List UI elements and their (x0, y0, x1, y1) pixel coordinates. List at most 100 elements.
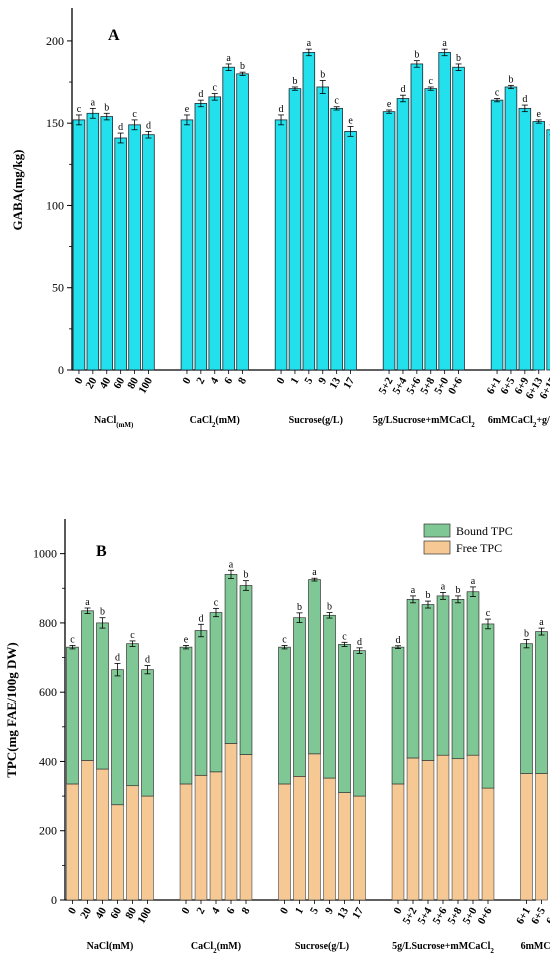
significance-letter: b (456, 585, 461, 596)
significance-letter: a (441, 581, 446, 592)
group-label-main: NaCl(mM) (87, 941, 134, 952)
free-tpc-bar (535, 773, 548, 901)
group-label-main: CaCl (191, 941, 213, 952)
x-tick-label: 9 (316, 375, 329, 386)
bound-tpc-bar (391, 646, 405, 785)
significance-letter: c (214, 597, 219, 608)
group-label-unit: +g/LSucrose (536, 415, 550, 426)
y-tick-label: 0 (51, 893, 57, 907)
gaba-bar (72, 119, 86, 371)
x-tick-label: 5 (302, 375, 315, 386)
x-tick-label: 100 (135, 905, 154, 926)
gaba-bar (316, 86, 329, 371)
significance-letter: c (342, 631, 347, 642)
free-tpc-bar (481, 787, 495, 901)
y-axis-label: GABA(mg/kg) (10, 150, 25, 231)
x-tick-label: 100 (136, 375, 155, 396)
x-tick-label: 17 (341, 375, 357, 391)
significance-letter: c (282, 634, 287, 645)
x-tick-label: 6 (222, 375, 235, 386)
group-label: CaCl2(mM) (191, 941, 241, 955)
bound-tpc-bar (209, 612, 223, 773)
gaba-bar (396, 98, 410, 371)
significance-letter: c (77, 104, 82, 115)
gaba-bar (100, 116, 114, 371)
x-tick-label: 2 (194, 905, 207, 916)
x-tick-label: 17 (350, 905, 366, 921)
y-tick-label: 600 (39, 685, 57, 699)
gaba-bar (532, 121, 546, 371)
x-tick-label: 0 (72, 375, 85, 386)
free-tpc-bar (111, 804, 124, 901)
bound-tpc-bar (436, 595, 450, 756)
group-label: CaCl2(mM) (190, 415, 240, 429)
y-tick-label: 100 (46, 198, 64, 212)
x-tick-label: 60 (111, 375, 127, 391)
free-tpc-bar (323, 777, 336, 901)
group-label-subscript: 2 (212, 421, 216, 429)
significance-letter: a (471, 576, 476, 587)
x-tick-label: 6+1 (514, 906, 533, 927)
x-tick-label: 0 (275, 375, 288, 386)
x-tick-label: 20 (84, 375, 100, 391)
free-tpc-bar (81, 760, 94, 901)
free-tpc-bar (293, 776, 306, 901)
free-tpc-bar (308, 753, 321, 901)
significance-letter: a (229, 559, 234, 570)
significance-letter: b (244, 570, 249, 581)
significance-letter: e (387, 99, 392, 110)
x-tick-label: 5 (308, 905, 321, 916)
y-tick-label: 50 (52, 281, 64, 295)
significance-letter: b (240, 61, 245, 72)
gaba-bar (288, 88, 302, 371)
x-tick-label: 5+8 (446, 905, 465, 926)
significance-letter: e (185, 104, 190, 115)
group-label-unit: (mM) (215, 415, 239, 426)
free-tpc-bar (224, 743, 238, 901)
x-tick-label: 40 (97, 375, 113, 391)
significance-letter: b (320, 69, 325, 80)
gaba-bar (236, 73, 249, 371)
free-tpc-bar (194, 775, 208, 901)
free-tpc-bar (126, 785, 139, 901)
bound-tpc-bar (179, 646, 193, 785)
significance-letter: e (184, 634, 189, 645)
x-tick-label: 4 (208, 375, 221, 386)
x-tick-label: 4 (209, 905, 222, 916)
gaba-bar (504, 86, 518, 371)
significance-letter: b (297, 602, 302, 613)
bound-tpc-bar (421, 604, 435, 761)
free-tpc-bar (96, 768, 109, 901)
gaba-bar (382, 111, 396, 371)
significance-letter: b (508, 74, 513, 85)
significance-letter: d (199, 613, 204, 624)
significance-letter: b (100, 607, 105, 618)
bound-tpc-bar (96, 622, 109, 770)
y-tick-label: 200 (39, 824, 57, 838)
x-tick-label: 5+6 (431, 905, 450, 926)
x-tick-label: 1 (288, 376, 301, 387)
group-label: 5g/LSucrose+mMCaCl2 (392, 941, 494, 955)
group-label-subscript: 2 (213, 947, 217, 955)
significance-letter: c (429, 76, 434, 87)
group-label-main: Sucrose(g/L) (295, 941, 349, 952)
significance-letter: d (279, 104, 284, 115)
group-label-main: 6mMCaCl (488, 415, 533, 426)
free-tpc-bar (391, 783, 405, 901)
free-tpc-bar (466, 754, 480, 901)
x-tick-label: 0+6 (476, 905, 495, 926)
bound-tpc-bar (141, 669, 154, 797)
gaba-bar (302, 52, 316, 371)
significance-letter: d (198, 89, 203, 100)
group-label-main: 5g/LSucrose+mMCaCl (392, 941, 491, 952)
x-tick-label: 0 (179, 905, 192, 916)
group-label-subscript: 2 (533, 421, 537, 429)
x-tick-label: 5+4 (416, 905, 435, 926)
significance-letter: c (486, 608, 491, 619)
significance-letter: a (312, 567, 317, 578)
bound-tpc-bar (224, 574, 238, 744)
x-tick-label: 5+2 (401, 905, 420, 926)
free-tpc-bar (66, 783, 79, 901)
group-label: 5g/LSucrose+mMCaCl2 (373, 415, 475, 429)
y-tick-label: 0 (58, 363, 64, 377)
